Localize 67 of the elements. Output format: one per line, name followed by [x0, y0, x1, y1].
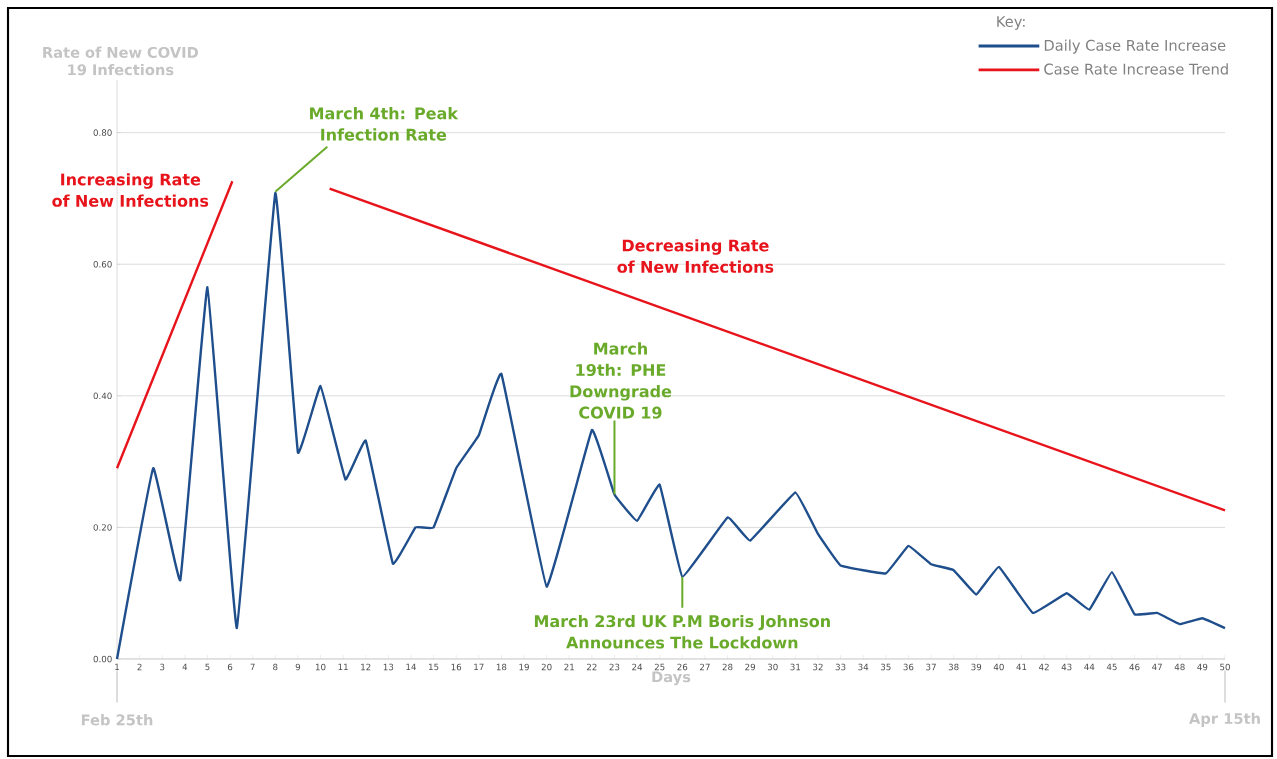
x-tick-label: 31: [790, 663, 801, 671]
x-tick-label: 21: [564, 663, 574, 671]
x-tick-label: 28: [722, 663, 733, 671]
x-tick-label: 36: [903, 663, 914, 671]
y-axis-title: Rate of New COVID 19 Infections: [43, 46, 198, 76]
legend-label: Daily Case Rate Increase: [1044, 39, 1226, 54]
x-tick-label: 4: [182, 663, 188, 671]
x-tick-label: 39: [971, 663, 982, 671]
x-tick-label: 30: [767, 663, 778, 671]
x-tick-label: 42: [1039, 663, 1049, 671]
x-tick-label: 6: [227, 663, 233, 671]
x-tick-label: 17: [474, 663, 484, 671]
x-tick-label: 16: [451, 663, 462, 671]
x-tick-label: 33: [835, 663, 846, 671]
x-tick-label: 49: [1197, 663, 1208, 671]
legend-title: Key:: [997, 16, 1025, 30]
x-tick-label: 40: [993, 663, 1004, 671]
x-tick-label: 46: [1129, 663, 1140, 671]
annotation: Decreasing Rate of New Infections: [617, 239, 774, 273]
x-tick-label: 48: [1174, 663, 1185, 671]
x-tick-label: 7: [250, 663, 255, 671]
x-tick-label: 9: [295, 663, 301, 671]
x-tick-label: 44: [1084, 663, 1095, 671]
annotation: March 23rd UK P.M Boris Johnson Announces The Lockdown: [534, 614, 830, 649]
x-tick-label: 47: [1152, 663, 1162, 671]
x-tick-label: 14: [406, 663, 416, 671]
x-tick-label: 25: [654, 663, 665, 671]
x-tick-label: 23: [609, 663, 620, 671]
x-tick-label: 12: [361, 663, 371, 671]
x-tick-label: 29: [745, 663, 756, 671]
annotation: March 4th: Peak Infection Rate: [310, 107, 459, 141]
y-tick-label: 0.00: [93, 655, 112, 663]
x-tick-label: 8: [273, 663, 278, 671]
x-tick-label: 38: [948, 663, 959, 671]
y-tick-label: 0.20: [93, 524, 112, 531]
x-tick-label: 15: [429, 663, 439, 671]
x-tick-label: 20: [541, 663, 552, 671]
x-tick-label: 5: [205, 663, 210, 671]
x-tick-label: 18: [496, 663, 507, 671]
x-tick-label: 35: [880, 663, 891, 671]
x-tick-label: 37: [926, 663, 936, 671]
x-tick-label: 26: [677, 663, 688, 671]
x-tick-label: 43: [1061, 663, 1072, 671]
y-tick-label: 0.40: [93, 392, 112, 400]
x-tick-label: 24: [632, 663, 643, 671]
x-tick-label: 1: [115, 663, 119, 671]
x-tick-label: 22: [586, 663, 597, 671]
x-tick-label: 2: [137, 663, 142, 671]
x-tick-label: 11: [338, 663, 348, 671]
text: Apr 15th: [1189, 712, 1260, 727]
x-tick-label: 41: [1016, 663, 1027, 671]
x-tick-label: 50: [1220, 663, 1230, 671]
annotation: Increasing Rate of New Infections: [52, 173, 209, 207]
x-tick-label: 45: [1106, 663, 1117, 671]
x-tick-label: 32: [813, 663, 823, 671]
x-tick-label: 3: [160, 663, 165, 671]
legend-label: Case Rate Increase Trend: [1044, 63, 1228, 75]
text: Feb 25th: [81, 714, 153, 726]
x-axis-title: Days: [652, 671, 691, 686]
x-tick-label: 34: [858, 663, 869, 671]
y-tick-label: 0.80: [93, 129, 112, 136]
x-tick-label: 13: [383, 663, 394, 671]
x-tick-label: 10: [315, 663, 326, 671]
x-tick-label: 27: [700, 663, 710, 671]
x-tick-label: 19: [519, 663, 529, 671]
annotation: March 19th: PHE Downgrade COVID 19: [570, 342, 672, 419]
y-tick-label: 0.60: [93, 260, 112, 268]
